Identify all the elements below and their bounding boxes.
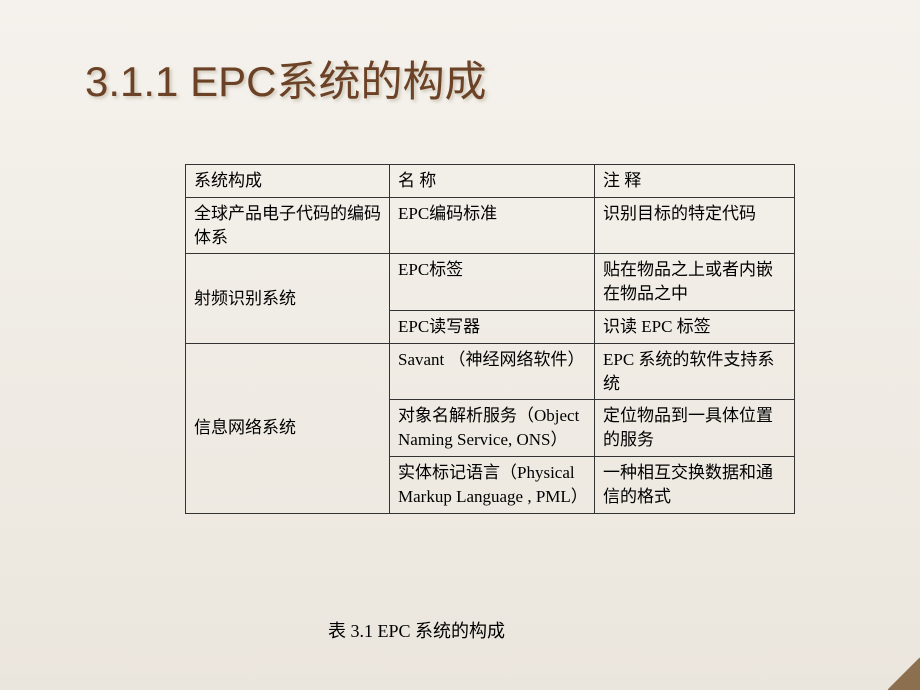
table-header-row: 系统构成 名 称 注 释 xyxy=(186,165,795,198)
cell-name-5: 对象名解析服务（Object Naming Service, ONS） xyxy=(390,400,595,457)
corner-decoration-icon xyxy=(875,645,920,690)
cell-name-3: EPC读写器 xyxy=(390,310,595,343)
header-col1: 系统构成 xyxy=(186,165,390,198)
table-container: 系统构成 名 称 注 释 全球产品电子代码的编码体系 EPC编码标准 识别目标的… xyxy=(185,164,795,514)
header-col3: 注 释 xyxy=(595,165,795,198)
cell-note-2: 贴在物品之上或者内嵌在物品之中 xyxy=(595,254,795,311)
cell-name-4: Savant （神经网络软件） xyxy=(390,343,595,400)
cell-name-6: 实体标记语言（Physical Markup Language , PML） xyxy=(390,456,595,513)
cell-note-4: EPC 系统的软件支持系统 xyxy=(595,343,795,400)
cell-system-1: 全球产品电子代码的编码体系 xyxy=(186,197,390,254)
cell-note-6: 一种相互交换数据和通信的格式 xyxy=(595,456,795,513)
cell-note-1: 识别目标的特定代码 xyxy=(595,197,795,254)
cell-name-2: EPC标签 xyxy=(390,254,595,311)
table-row: 射频识别系统 EPC标签 贴在物品之上或者内嵌在物品之中 xyxy=(186,254,795,311)
table-row: 信息网络系统 Savant （神经网络软件） EPC 系统的软件支持系统 xyxy=(186,343,795,400)
epc-system-table: 系统构成 名 称 注 释 全球产品电子代码的编码体系 EPC编码标准 识别目标的… xyxy=(185,164,795,514)
cell-name-1: EPC编码标准 xyxy=(390,197,595,254)
cell-system-3: 信息网络系统 xyxy=(186,343,390,513)
slide-title: 3.1.1 EPC系统的构成 xyxy=(85,48,486,109)
header-col2: 名 称 xyxy=(390,165,595,198)
cell-note-3: 识读 EPC 标签 xyxy=(595,310,795,343)
table-row: 全球产品电子代码的编码体系 EPC编码标准 识别目标的特定代码 xyxy=(186,197,795,254)
table-caption: 表 3.1 EPC 系统的构成 xyxy=(328,617,505,643)
cell-note-5: 定位物品到一具体位置的服务 xyxy=(595,400,795,457)
cell-system-2: 射频识别系统 xyxy=(186,254,390,343)
